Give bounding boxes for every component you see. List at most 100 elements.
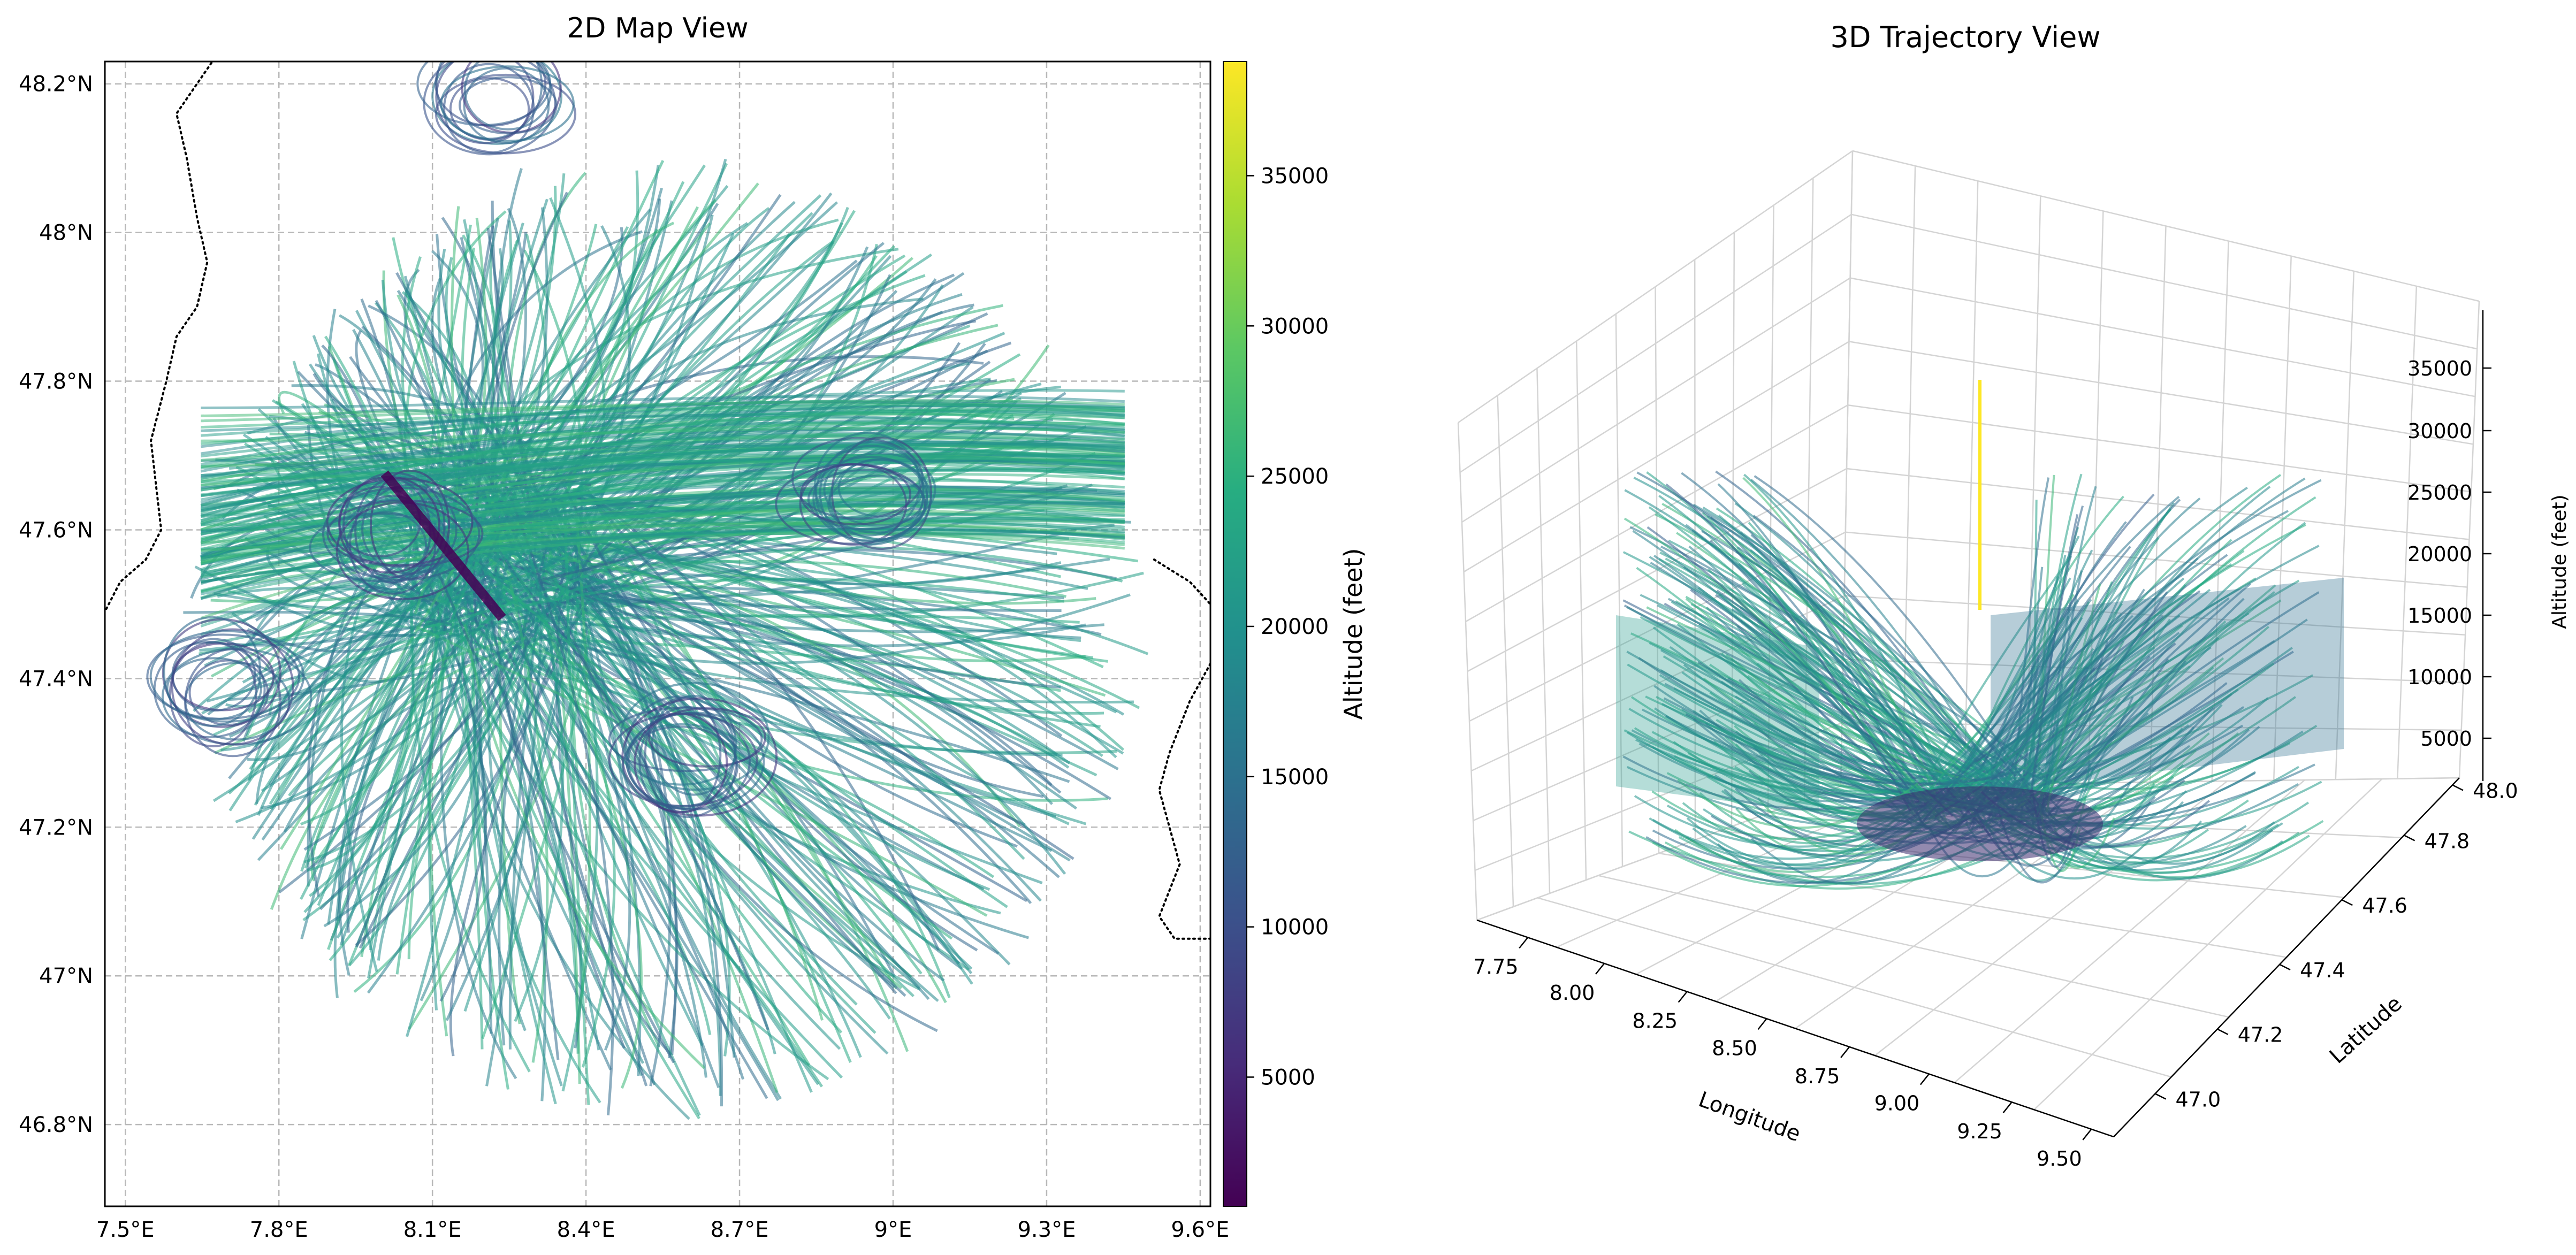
map-x-tick-label: 8.7°E xyxy=(711,1218,769,1242)
trajectory-line xyxy=(2045,583,2101,813)
colorbar-gradient xyxy=(1223,61,1247,1207)
flight-track xyxy=(426,545,1149,655)
flight-track xyxy=(307,609,415,872)
pane-back-wall xyxy=(1840,150,2480,787)
flight-track xyxy=(436,530,768,1099)
longitude-axis-line xyxy=(1476,919,2114,1138)
flight-tracks xyxy=(146,62,1149,1120)
map-x-tick-label: 7.8°E xyxy=(250,1218,308,1242)
border-line xyxy=(105,62,214,613)
holding-loop xyxy=(814,432,921,537)
flight-track xyxy=(550,519,736,1058)
trajectory-line xyxy=(1750,479,1994,775)
holding-loop xyxy=(463,62,552,131)
trajectory-line xyxy=(1718,514,1949,797)
altitude-axis-label: Altitude (feet) xyxy=(2549,494,2571,629)
flight-track xyxy=(481,546,1123,624)
map-y-tick-label: 47°N xyxy=(39,964,93,989)
flight-track xyxy=(560,500,895,989)
flight-track xyxy=(475,642,1108,802)
trajectory-slab-west xyxy=(1616,615,1819,813)
flight-track xyxy=(510,496,565,1022)
flight-track xyxy=(200,486,1125,565)
flight-track xyxy=(420,533,675,1063)
flight-track xyxy=(225,595,477,708)
map-y-tick-label: 48°N xyxy=(39,221,93,246)
longitude-tick-label: 9.50 xyxy=(2037,1147,2082,1170)
trajectory-line xyxy=(1633,477,2015,816)
flight-track xyxy=(418,570,824,1088)
latitude-ticks: 47.0 47.2 47.4 47.6 47.8 48.0 xyxy=(2154,779,2518,1111)
flight-track xyxy=(573,487,591,1032)
altitude-tick-label: 20000 xyxy=(2407,542,2472,566)
flight-track xyxy=(303,619,545,863)
trajectory-line xyxy=(1754,475,2046,816)
holding-loop xyxy=(184,648,282,757)
altitude-tick-label: 30000 xyxy=(2407,419,2472,443)
country-border-lines xyxy=(105,62,1210,940)
trajectory-line xyxy=(2017,662,2275,803)
longitude-tick xyxy=(1678,991,1688,1003)
flight-track xyxy=(463,624,705,1069)
altitude-tick-label: 10000 xyxy=(2407,665,2472,689)
trajectory-line xyxy=(1965,617,2083,810)
trajectory-line xyxy=(1928,555,2072,775)
map-y-tick-label: 47.6°N xyxy=(19,518,93,542)
map-x-tick-label: 7.5°E xyxy=(96,1218,155,1242)
back-wall-gridline xyxy=(1848,404,2472,493)
back-wall-gridline xyxy=(1852,150,2480,302)
left-wall-gridline xyxy=(1458,150,1853,424)
flight-track xyxy=(329,568,575,961)
longitude-tick-label: 8.25 xyxy=(1632,1009,1678,1033)
flight-track xyxy=(498,545,548,1046)
colorbar-tick-label: 35000 xyxy=(1261,164,1329,188)
colorbar-tick-label: 5000 xyxy=(1261,1065,1315,1090)
flight-track xyxy=(200,442,1125,516)
longitude-axis-label: Longitude xyxy=(1695,1087,1804,1146)
latitude-tick-label: 47.8 xyxy=(2425,829,2470,853)
longitude-tick-label: 7.75 xyxy=(1473,955,1519,978)
trajectory-line xyxy=(1752,515,2016,777)
longitude-tick-label: 8.75 xyxy=(1795,1065,1840,1088)
colorbar-label: Altitude (feet) xyxy=(1339,548,1368,720)
flight-track xyxy=(338,599,470,976)
trajectory-line xyxy=(1702,506,2022,826)
flight-track xyxy=(490,597,720,1088)
holding-loop xyxy=(149,630,305,723)
flight-track xyxy=(307,534,436,897)
flight-track xyxy=(578,576,1071,862)
holding-loop xyxy=(435,73,577,155)
colorbar-ticks: 5000 10000 15000 20000 25000 30000 35000 xyxy=(1247,164,1329,1090)
trajectory-line xyxy=(1730,658,1975,782)
latitude-tick-label: 47.2 xyxy=(2238,1023,2283,1047)
longitude-tick xyxy=(2002,1101,2013,1113)
trajectory-line xyxy=(2041,598,2245,824)
colorbar-tick-label: 20000 xyxy=(1261,615,1329,639)
trajectory-line xyxy=(1624,489,1985,824)
left-wall-gridline xyxy=(1463,341,1850,573)
flight-track xyxy=(201,453,1125,496)
latitude-tick-label: 48.0 xyxy=(2473,779,2518,802)
trajectory-line xyxy=(1715,470,2003,802)
latitude-tick xyxy=(2154,1093,2167,1100)
flight-track xyxy=(488,524,843,1034)
trajectory-core xyxy=(1857,786,2103,861)
left-wall-gridline xyxy=(1459,213,1852,473)
flight-track xyxy=(367,538,466,979)
flight-track xyxy=(576,593,1131,665)
holding-loop xyxy=(620,682,770,791)
altitude-tick-label: 5000 xyxy=(2420,727,2472,751)
latitude-tick-label: 47.0 xyxy=(2176,1088,2221,1111)
flight-track xyxy=(563,492,590,1105)
flight-track xyxy=(355,565,499,948)
flight-track xyxy=(263,593,492,671)
flight-track xyxy=(489,587,1087,825)
colorbar: 5000 10000 15000 20000 25000 30000 35000 Altit… xyxy=(1223,61,1368,1207)
latitude-tick xyxy=(2452,784,2464,791)
flight-track xyxy=(200,473,1125,563)
back-wall-gridline xyxy=(1849,341,2474,445)
flight-track xyxy=(319,610,536,910)
longitude-tick-label: 8.00 xyxy=(1550,981,1595,1005)
trajectory-line xyxy=(1690,588,1954,817)
